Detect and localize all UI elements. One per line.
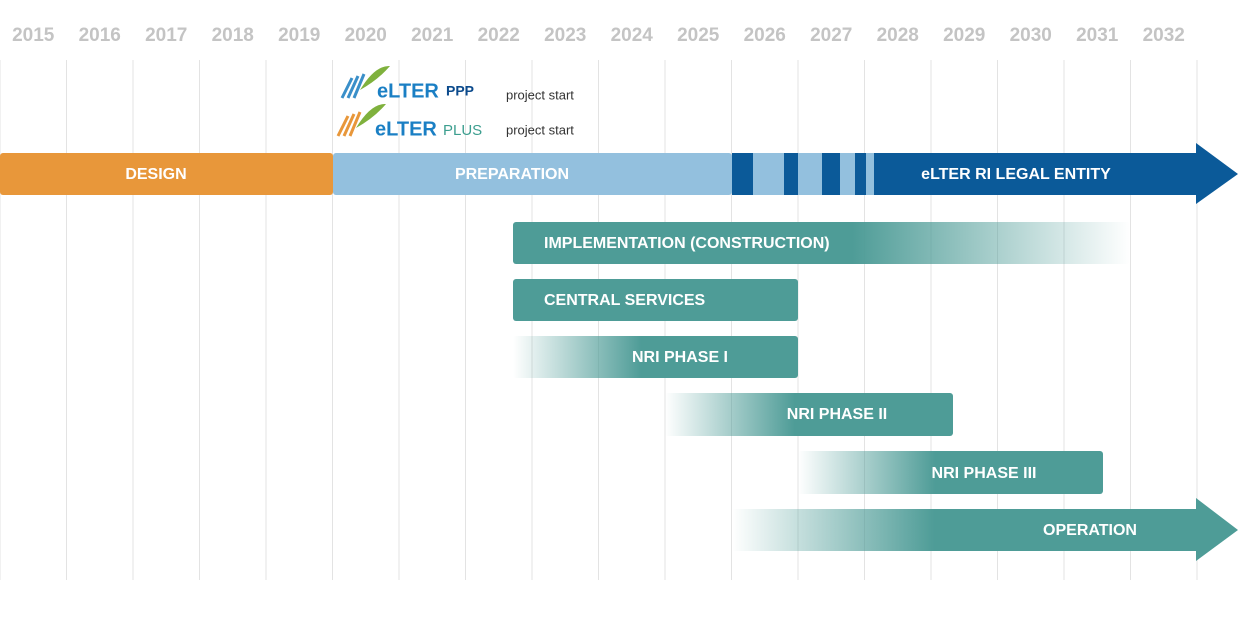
year-label: 2021 (411, 25, 454, 46)
year-label: 2022 (478, 25, 520, 46)
bar-label: NRI PHASE III (932, 465, 1037, 482)
year-label: 2020 (345, 25, 387, 46)
year-label: 2027 (810, 25, 852, 46)
logo-suffix: PLUS (443, 122, 482, 139)
year-label: 2017 (145, 25, 187, 46)
legal-entity-arrow (732, 143, 1238, 204)
bar-label: OPERATION (1043, 522, 1137, 539)
year-label: 2025 (677, 25, 720, 46)
preparation-bar (333, 153, 732, 195)
track-bar (513, 336, 798, 378)
year-label: 2029 (943, 25, 985, 46)
track-bar (798, 451, 1103, 494)
year-label: 2018 (212, 25, 254, 46)
bar-label: PREPARATION (455, 166, 569, 183)
bar-label: NRI PHASE I (632, 349, 728, 366)
bar-label: IMPLEMENTATION (CONSTRUCTION) (544, 235, 830, 252)
stripe (840, 153, 855, 195)
logo-note: project start (506, 87, 574, 102)
year-label: 2028 (877, 25, 919, 46)
stripe (753, 153, 784, 195)
bar-label: DESIGN (125, 166, 186, 183)
logo-plus: eLTER PLUS project start (336, 103, 574, 140)
logo-note: project start (506, 122, 574, 137)
stripe (866, 153, 874, 195)
design-bar (0, 153, 333, 195)
year-label: 2031 (1076, 25, 1119, 46)
logo-suffix: PPP (446, 83, 474, 99)
bar-label: NRI PHASE II (787, 406, 887, 423)
year-label: 2023 (544, 25, 586, 46)
year-label: 2024 (611, 25, 654, 46)
track-bar (665, 393, 953, 436)
track-bar (513, 222, 1130, 264)
year-label: 2019 (278, 25, 320, 46)
year-label: 2030 (1010, 25, 1052, 46)
bar-label: CENTRAL SERVICES (544, 292, 706, 309)
year-label: 2016 (79, 25, 121, 46)
year-label: 2032 (1143, 25, 1185, 46)
logo-name: eLTER (375, 118, 437, 140)
logo-ppp: eLTER PPP project start (340, 65, 574, 102)
track-bar (513, 279, 798, 321)
bar-label: eLTER RI LEGAL ENTITY (921, 166, 1111, 183)
year-label: 2015 (12, 25, 55, 46)
year-label: 2026 (744, 25, 786, 46)
logo-name: eLTER (377, 80, 439, 102)
stripe (798, 153, 822, 195)
operation-arrow (732, 498, 1238, 561)
